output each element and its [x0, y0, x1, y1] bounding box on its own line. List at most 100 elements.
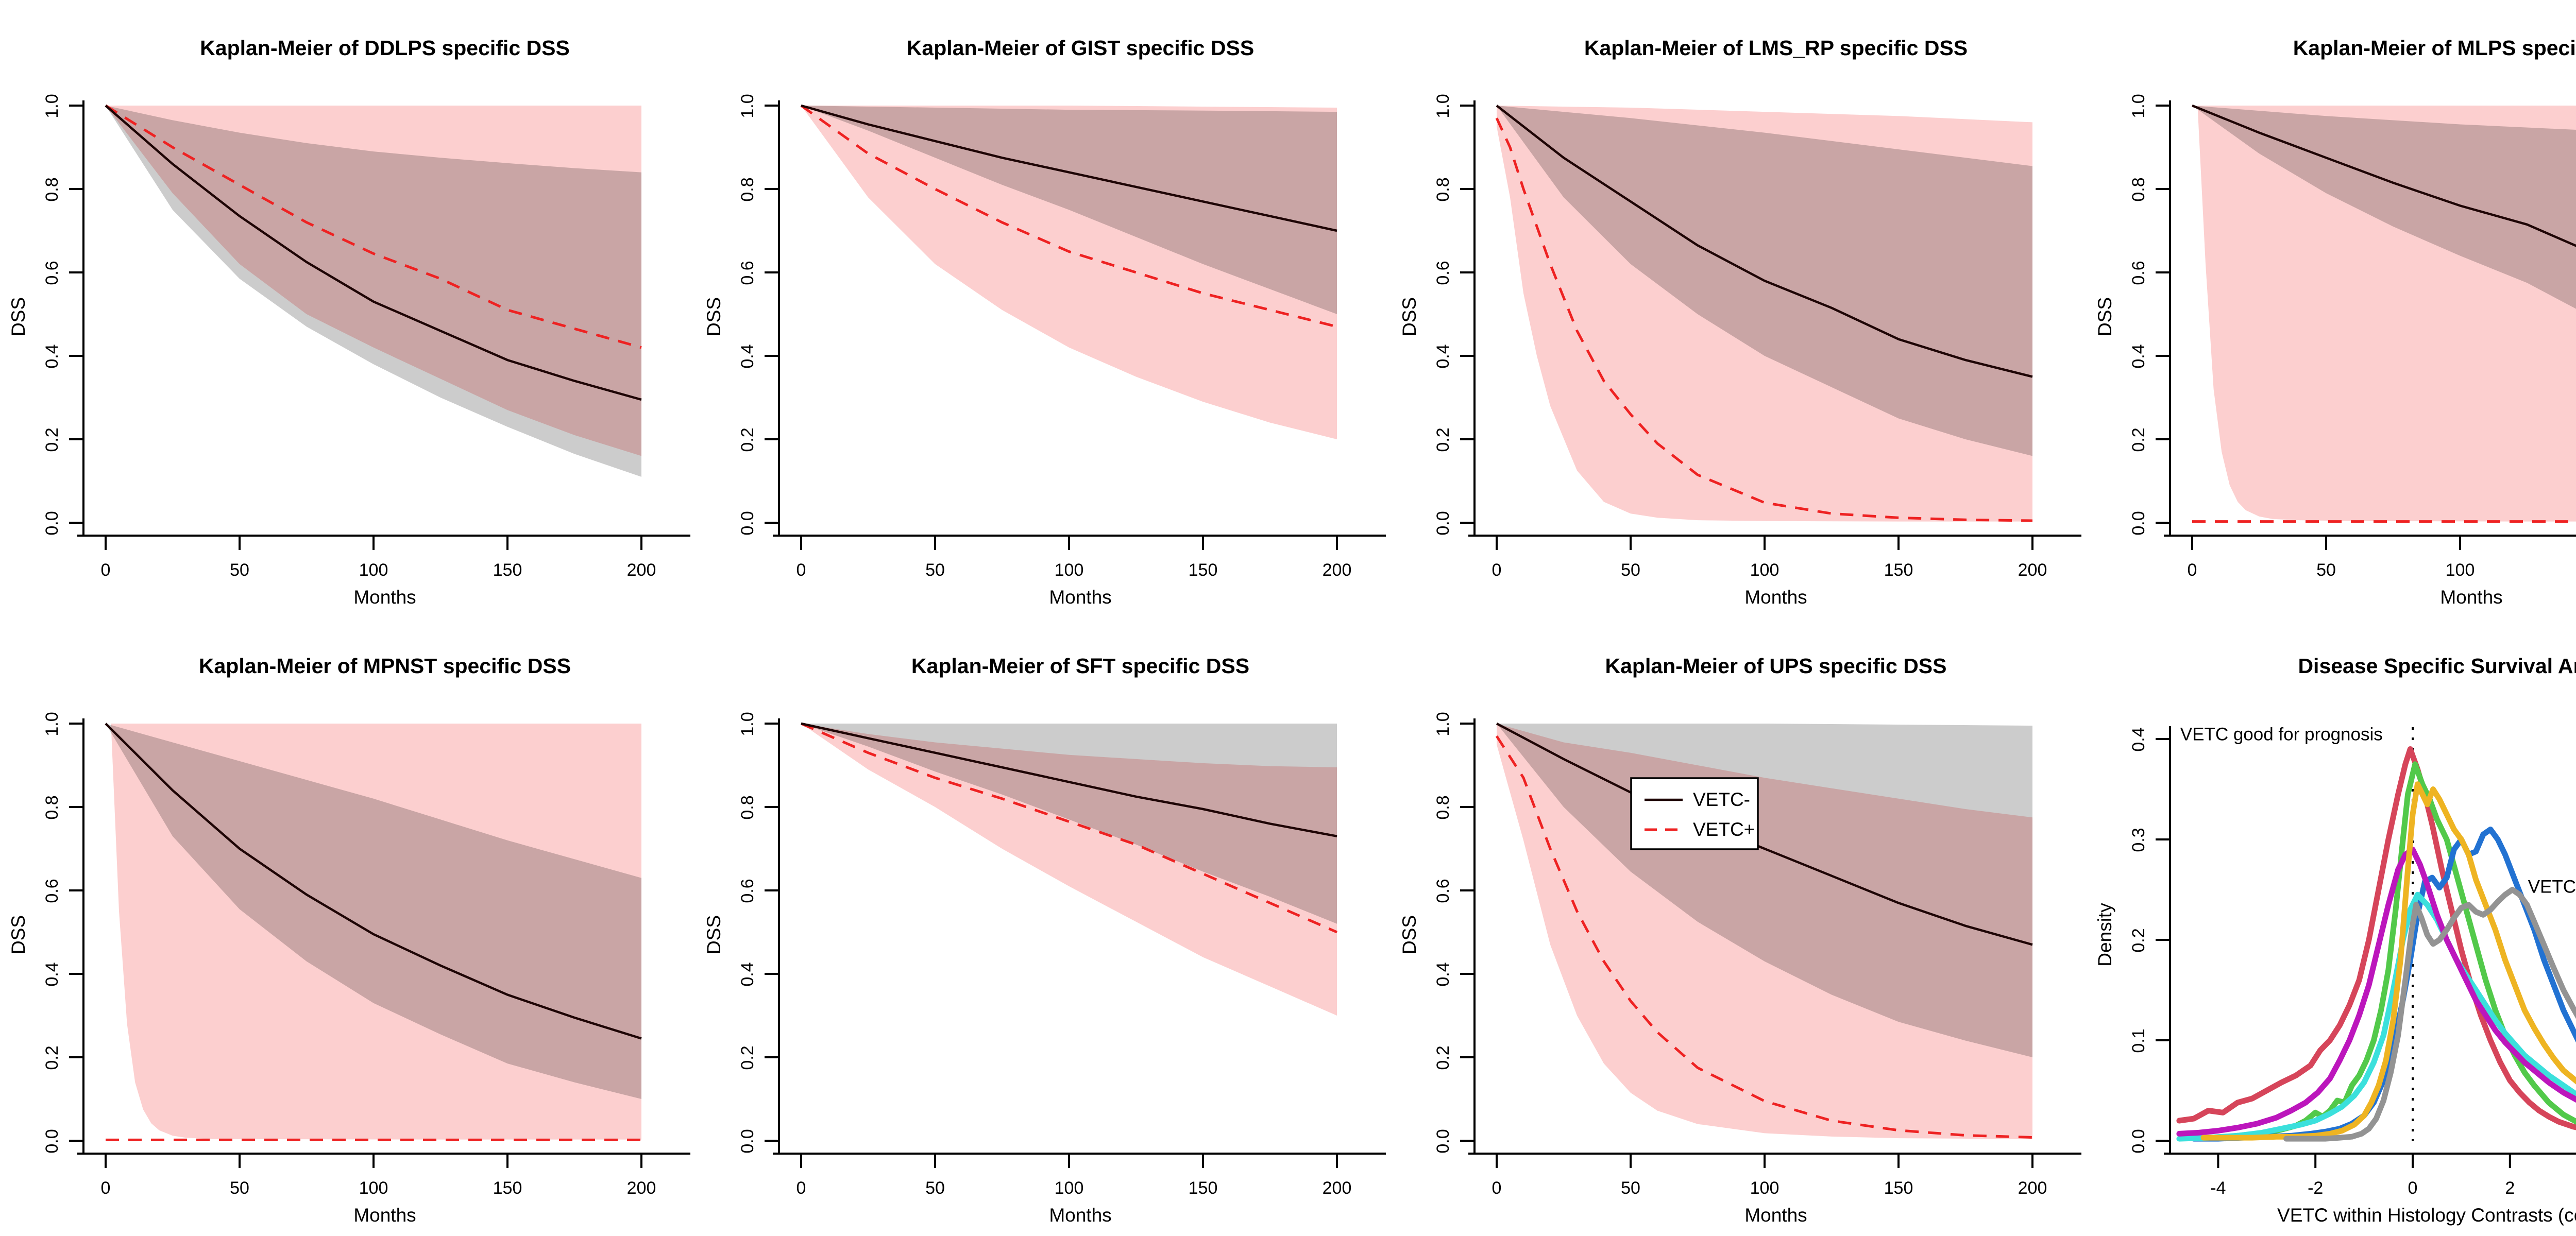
x-tick-label: 50 [1621, 1178, 1640, 1198]
annotations: VETC good for prognosis VETC bad for prog… [2180, 724, 2576, 897]
x-tick-label: 50 [925, 1178, 945, 1198]
axis-labels: 0501001502000.00.20.40.60.81.0MonthsDSSK… [2094, 36, 2576, 608]
panel-title: Kaplan-Meier of UPS specific DSS [1605, 654, 1946, 678]
x-tick-label: 50 [2316, 560, 2336, 580]
x-tick-label: 200 [2018, 560, 2047, 580]
y-tick-label: 0.4 [42, 344, 62, 368]
panel-title: Disease Specific Survival Analysis [2298, 654, 2576, 678]
axes [2156, 726, 2576, 1168]
y-tick-label: 0.4 [1433, 962, 1453, 986]
vetc-pos-curve [1495, 117, 2033, 522]
x-tick-label: 100 [359, 560, 388, 580]
vetc-pos-curve [105, 104, 642, 349]
panel-title: Kaplan-Meier of DDLPS specific DSS [200, 36, 570, 60]
x-tick-label: 150 [493, 560, 522, 580]
y-tick-label: 0.6 [2129, 261, 2148, 285]
x-tick-label: 150 [1189, 560, 1218, 580]
y-tick-label: 1.0 [2129, 94, 2148, 118]
y-axis-title: DSS [703, 915, 724, 954]
y-axis-title: DSS [1399, 297, 1420, 336]
x-tick-label: 150 [1884, 1178, 1913, 1198]
vetc-neg-curve [801, 722, 1337, 837]
y-tick-label: 0.4 [2129, 727, 2148, 751]
x-axis-title: VETC within Histology Contrasts (coeffic… [2277, 1205, 2576, 1226]
x-tick-label: 0 [1492, 1178, 1502, 1198]
x-axis-title: Months [1744, 587, 1807, 608]
y-tick-label: 0.4 [42, 962, 62, 986]
x-tick-label: 0 [1492, 560, 1502, 580]
x-tick-label: 150 [1189, 1178, 1218, 1198]
x-axis-title: Months [353, 1205, 416, 1226]
x-tick-label: 200 [1323, 560, 1352, 580]
x-tick-label: -2 [2308, 1178, 2323, 1198]
vetc-pos-curve [801, 722, 1337, 934]
vetc-neg-ci-band [2192, 106, 2576, 309]
x-axis-title: Months [2440, 587, 2502, 608]
y-tick-label: 0.6 [738, 261, 757, 285]
y-tick-label: 0.8 [1433, 795, 1453, 819]
y-tick-label: 0.0 [738, 1129, 757, 1153]
vetc-neg-ci-band [801, 724, 1337, 924]
y-tick-label: 0.6 [1433, 261, 1453, 285]
x-tick-label: 0 [101, 1178, 111, 1198]
x-tick-label: 0 [101, 560, 111, 580]
panel-title: Kaplan-Meier of SFT specific DSS [911, 654, 1249, 678]
km-plot-lms-rp: 0 50 100 150 200 0.0 0.2 0.4 0.6 0.8 1.0 Months DSS K… [1399, 36, 2081, 608]
density-curve-mlps [2176, 891, 2576, 1142]
x-tick-label: 200 [2018, 1178, 2047, 1198]
x-tick-label: 100 [359, 1178, 388, 1198]
panel-title: Kaplan-Meier of MLPS specific DSS [2293, 36, 2576, 60]
y-tick-label: 0.2 [2129, 427, 2148, 452]
y-tick-label: 0.0 [1433, 1129, 1453, 1153]
vetc-neg-ci-band [106, 106, 641, 477]
y-tick-label: 0.6 [738, 879, 757, 903]
annotation-vetc-good: VETC good for prognosis [2180, 724, 2383, 744]
x-tick-label: 50 [230, 560, 249, 580]
density-curve-ddlps [2176, 746, 2576, 1130]
y-tick-label: 0.2 [42, 427, 62, 452]
y-tick-label: 0.4 [738, 344, 757, 368]
axes [1460, 100, 2081, 550]
y-tick-label: 0.2 [1433, 1045, 1453, 1070]
density-curve-gist [2206, 761, 2576, 1141]
x-tick-label: 150 [493, 1178, 522, 1198]
vetc-neg-curve [801, 104, 1337, 232]
km-plot-mpnst: 0 50 100 150 200 0.0 0.2 0.4 0.6 0.8 1.0 Months DSS K… [8, 654, 690, 1226]
y-tick-label: 0.0 [1433, 511, 1453, 535]
y-axis-title: Density [2094, 903, 2115, 967]
x-tick-label: 50 [1621, 560, 1640, 580]
y-tick-label: 1.0 [42, 94, 62, 118]
vetc-pos-curve [800, 104, 1337, 328]
y-tick-label: 0.2 [738, 1045, 757, 1070]
km-plot-mlps: 0501001502000.00.20.40.60.81.0MonthsDSSK… [2094, 36, 2576, 608]
x-tick-label: 100 [2446, 560, 2475, 580]
vetc-neg-curve [105, 723, 642, 1040]
panel-title: Kaplan-Meier of LMS_RP specific DSS [1584, 36, 1968, 60]
x-tick-label: 0 [2408, 1178, 2418, 1198]
y-axis-title: DSS [8, 915, 29, 954]
y-tick-label: 0.0 [42, 511, 62, 535]
vetc-neg-curve [2192, 104, 2576, 247]
y-tick-label: 0.4 [738, 962, 757, 986]
y-tick-label: 1.0 [1433, 712, 1453, 736]
axes [69, 718, 690, 1168]
km-legend-label-pos: VETC+ [1693, 819, 1755, 840]
vetc-neg-curve [1496, 723, 2033, 946]
x-tick-label: 100 [1055, 560, 1084, 580]
km-legend-label-neg: VETC- [1693, 789, 1750, 810]
x-axis-title: Months [1049, 587, 1111, 608]
km-legend-box [1630, 777, 1759, 850]
y-tick-label: 0.6 [42, 879, 62, 903]
km-plot-sft: 0 50 100 150 200 0.0 0.2 0.4 0.6 0.8 1.0 Months DSS K… [703, 654, 1386, 1226]
panel-title: Kaplan-Meier of MPNST specific DSS [199, 654, 571, 678]
y-tick-label: 0.6 [42, 261, 62, 285]
y-tick-label: 0.4 [2129, 344, 2148, 368]
x-tick-label: 50 [925, 560, 945, 580]
x-tick-label: 150 [1884, 560, 1913, 580]
